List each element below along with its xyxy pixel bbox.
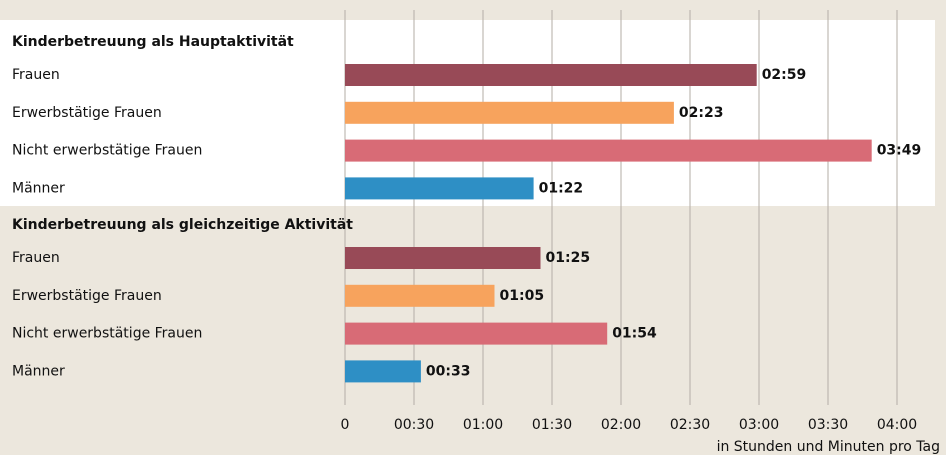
value-label: 01:54	[612, 326, 657, 342]
bar	[345, 284, 495, 307]
category-label: Frauen	[12, 67, 60, 83]
value-label: 01:25	[546, 250, 591, 266]
x-tick-label: 02:00	[601, 417, 641, 433]
category-label: Erwerbstätige Frauen	[12, 105, 162, 121]
category-label: Nicht erwerbstätige Frauen	[12, 143, 202, 159]
bar	[345, 360, 421, 383]
x-tick-label: 03:30	[808, 417, 848, 433]
bar	[345, 139, 872, 162]
value-label: 00:33	[426, 363, 471, 379]
bar	[345, 64, 757, 86]
category-label: Männer	[12, 180, 65, 196]
x-tick-label: 0	[341, 417, 350, 433]
group-header: Kinderbetreuung als Hauptaktivität	[12, 34, 294, 50]
category-label: Frauen	[12, 250, 60, 266]
x-tick-label: 00:30	[394, 417, 434, 433]
x-tick-label: 02:30	[670, 417, 710, 433]
category-label: Erwerbstätige Frauen	[12, 288, 162, 304]
x-axis-label: in Stunden und Minuten pro Tag	[717, 439, 940, 455]
bar	[345, 101, 674, 124]
value-label: 01:05	[500, 288, 545, 304]
x-tick-label: 01:00	[463, 417, 503, 433]
value-label: 03:49	[877, 143, 922, 159]
bar	[345, 247, 541, 269]
x-tick-label: 04:00	[877, 417, 917, 433]
category-label: Männer	[12, 363, 65, 379]
value-label: 01:22	[539, 180, 584, 196]
bar	[345, 322, 608, 345]
bar	[345, 177, 534, 200]
value-label: 02:23	[679, 105, 724, 121]
group-header: Kinderbetreuung als gleichzeitige Aktivi…	[12, 217, 353, 233]
x-tick-label: 03:00	[739, 417, 779, 433]
x-tick-label: 01:30	[532, 417, 572, 433]
category-label: Nicht erwerbstätige Frauen	[12, 326, 202, 342]
value-label: 02:59	[762, 67, 807, 83]
